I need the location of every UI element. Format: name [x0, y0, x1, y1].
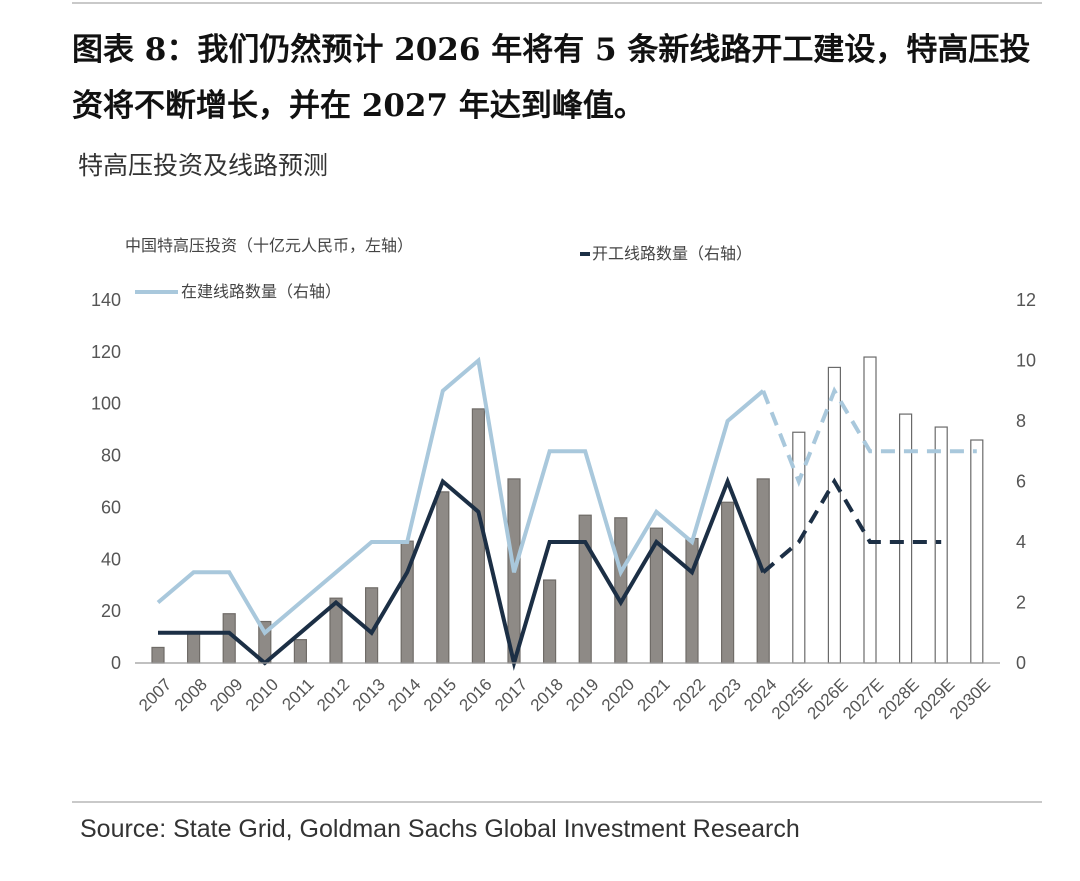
- right-tick-label: 8: [1016, 411, 1026, 431]
- bars-investment: [151, 356, 984, 664]
- right-tick-label: 10: [1016, 351, 1036, 371]
- right-tick-label: 2: [1016, 593, 1026, 613]
- bar-2023: [720, 501, 735, 664]
- source-note: Source: State Grid, Goldman Sachs Global…: [80, 815, 800, 843]
- bar-2027E: [863, 356, 877, 664]
- x-axis: 2007200820092010201120122013201420152016…: [135, 675, 994, 723]
- left-tick-label: 100: [91, 394, 121, 414]
- under-construction-line-forecast: [761, 386, 977, 487]
- starts-line-solid: [158, 476, 766, 671]
- figure-title: 图表 8：我们仍然预计 2026 年将有 5 条新线路开工建设，特高压投资将不断…: [72, 32, 1031, 124]
- x-tick-label: 2020: [598, 675, 638, 715]
- left-tick-label: 140: [91, 290, 121, 310]
- bar-2015: [436, 491, 450, 664]
- right-tick-label: 12: [1016, 290, 1036, 310]
- x-tick-label: 2013: [349, 675, 389, 715]
- legend-starts-label: 开工线路数量（右轴）: [592, 245, 752, 263]
- bar-2008: [187, 631, 201, 664]
- left-tick-label: 20: [101, 601, 121, 621]
- right-tick-label: 0: [1016, 653, 1026, 673]
- starts-line-forecast: [761, 477, 942, 574]
- x-tick-label: 2018: [527, 675, 567, 715]
- left-tick-label: 60: [101, 497, 121, 517]
- x-tick-label: 2021: [634, 675, 674, 715]
- x-tick-label: 2022: [669, 675, 709, 715]
- right-axis: 0 2 4 6 8 10 12: [1016, 290, 1036, 673]
- x-tick-label: 2009: [206, 675, 246, 715]
- x-tick-label: 2007: [135, 675, 175, 715]
- bar-2029E: [934, 426, 948, 664]
- left-tick-label: 80: [101, 446, 121, 466]
- bar-2020: [614, 517, 628, 664]
- bar-2019: [578, 514, 592, 664]
- bar-2030E: [970, 439, 984, 664]
- bar-2018: [542, 579, 557, 664]
- bar-2011: [293, 639, 307, 664]
- x-tick-label: 2023: [705, 675, 745, 715]
- left-axis: 0 20 40 60 80 100 120 140: [91, 290, 121, 673]
- top-rule: [72, 2, 1042, 4]
- x-tick-label: 2014: [384, 675, 424, 715]
- chart: 中国特高压投资（十亿元人民币，左轴） 开工线路数量（右轴） 在建线路数量（右轴）…: [91, 237, 1036, 723]
- under-construction-line-solid: [156, 356, 765, 636]
- x-tick-label: 2012: [313, 675, 353, 715]
- legend: 中国特高压投资（十亿元人民币，左轴） 开工线路数量（右轴） 在建线路数量（右轴）: [125, 237, 752, 301]
- left-tick-label: 120: [91, 342, 121, 362]
- bar-2026E: [827, 366, 842, 664]
- x-tick-label: 2011: [278, 675, 317, 714]
- line-under-construction: [156, 356, 977, 636]
- left-tick-label: 0: [111, 653, 121, 673]
- line-starts: [158, 476, 942, 671]
- left-tick-label: 40: [101, 549, 121, 569]
- x-tick-label: 2016: [456, 675, 496, 715]
- legend-bars-label: 中国特高压投资（十亿元人民币，左轴）: [125, 237, 413, 255]
- x-tick-label: 2008: [171, 675, 211, 715]
- bottom-rule: [72, 801, 1042, 803]
- x-tick-label: 2015: [420, 675, 460, 715]
- bar-2007: [151, 646, 165, 664]
- x-tick-label: 2030E: [946, 675, 994, 723]
- x-tick-label: 2019: [562, 675, 602, 715]
- x-tick-label: 2010: [242, 675, 282, 715]
- right-tick-label: 6: [1016, 472, 1026, 492]
- right-tick-label: 4: [1016, 532, 1026, 552]
- legend-construction-label: 在建线路数量（右轴）: [181, 283, 341, 301]
- x-tick-label: 2017: [491, 675, 531, 715]
- chart-subtitle: 特高压投资及线路预测: [78, 151, 329, 180]
